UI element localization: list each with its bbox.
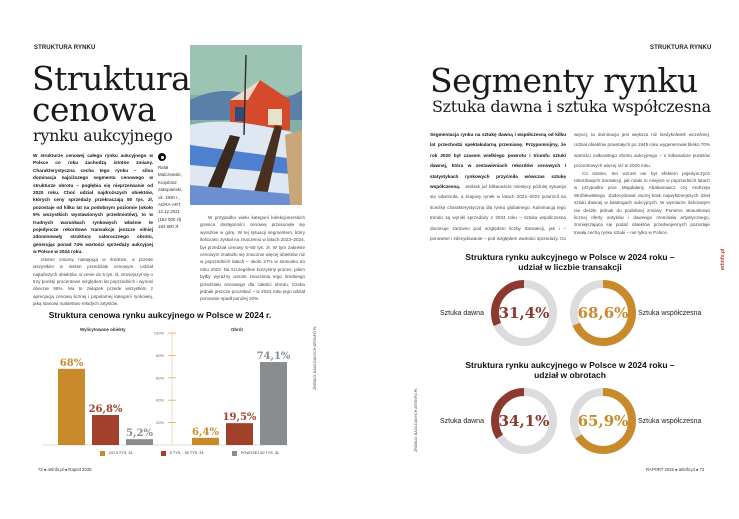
image-caption: Rafał Malczewski, Krajobraz zakopiański, ok.… <box>158 153 188 231</box>
camera-icon <box>158 153 166 161</box>
section-label-right: STRUKTURA RYNKU <box>650 45 712 51</box>
donut-chart-1-title: Struktura rynku aukcyjnego w Polsce w 20… <box>465 252 675 272</box>
donut-value: 34,1% <box>499 412 550 430</box>
bar-value-label: 6,4% <box>192 427 219 438</box>
lead-paragraph: W strukturze cenowej całego rynku aukcyj… <box>33 153 153 255</box>
source-note-right: ŹRÓDŁO: BAZA DANYCH ARTINFO.PL <box>414 387 418 452</box>
legend-swatch <box>231 450 237 456</box>
section-label: STRUKTURA RYNKU <box>34 45 96 51</box>
right-first-paragraph: Segmentacja rynku na sztukę dawną i wspó… <box>430 128 710 242</box>
donut-value: 65,9% <box>578 412 629 430</box>
right-page-title: Segmenty rynku <box>430 61 698 100</box>
donut-chart: 31,4% Sztuka dawna <box>440 280 557 346</box>
page-subtitle: rynku aukcyjnego <box>33 126 173 145</box>
donut-label: Sztuka współczesna <box>638 310 702 317</box>
bar <box>192 437 219 445</box>
donut-arc <box>491 388 557 454</box>
body-paragraph-2: W przypadku wielu kategorii kolekcjoners… <box>200 215 305 302</box>
bar-chart-title: Struktura cenowa rynku aukcyjnego w Pols… <box>48 310 272 320</box>
donut-chart: 34,1% Sztuka dawna <box>440 388 557 454</box>
page-title-line1: Struktura <box>32 59 191 98</box>
donut-value: 31,4% <box>499 304 550 322</box>
bar <box>226 423 253 445</box>
bar-value-label: 26,8% <box>89 404 123 415</box>
painting-image <box>190 45 302 205</box>
y-tick-label: 100% <box>154 331 165 336</box>
bar-value-label: 5,2% <box>126 428 153 439</box>
y-tick-label: 60% <box>156 375 164 380</box>
caption-line: (154 000 zł) <box>158 216 182 222</box>
page-title-line2: cenowa <box>32 90 157 129</box>
bar <box>260 362 287 445</box>
group-label-objects: Wylicytowane obiekty <box>80 327 126 332</box>
caption-line: AGRA-ART, <box>158 202 182 208</box>
legend-label: 5 TYS. - 50 TYS. ZŁ <box>169 451 204 455</box>
legend-label: POWYŻEJ 50 TYS. ZŁ <box>240 451 280 455</box>
caption-line: Krajobraz <box>158 179 177 185</box>
bar <box>92 414 119 445</box>
bar-value-label: 74,1% <box>257 351 290 362</box>
body-paragraph-right: Jednak już kilkanaście miesięcy później … <box>430 132 710 242</box>
donut-arc <box>570 280 636 346</box>
caption-line: 184 800 zł <box>158 224 179 230</box>
caption-line: ok. 1930 r., <box>158 194 180 200</box>
bar <box>126 439 153 445</box>
legend-item: POWYŻEJ 50 TYS. ZŁ <box>231 450 280 456</box>
donut-label: Sztuka współczesna <box>638 418 702 425</box>
donut-charts: 31,4% Sztuka dawna 68,6% Sztuka współczesna… <box>440 280 702 454</box>
donut-chart: 68,6% Sztuka współczesna <box>570 280 702 346</box>
bar-value-label: 68% <box>60 358 84 369</box>
caption-line: zakopiański, <box>158 187 183 193</box>
bar-chart-legend: DO 5 TYS. ZŁ 5 TYS. - 50 TYS. ZŁ POWYŻEJ 5… <box>100 450 279 456</box>
donut-label: Sztuka dawna <box>440 418 484 425</box>
caption-line: Malczewski, <box>158 172 182 178</box>
y-tick-label: 20% <box>156 420 164 425</box>
donut-chart-2-title: Struktura rynku aukcyjnego w Polsce w 20… <box>465 360 675 380</box>
donut-arc <box>570 388 636 454</box>
legend-item: 5 TYS. - 50 TYS. ZŁ <box>160 450 204 456</box>
caption-line: Rafał <box>158 165 169 170</box>
page-footer-right: RAPORT 2025 ● artinfo.pl ● 73 <box>646 467 705 472</box>
artinfo-logo: artinfo.pl <box>720 248 726 270</box>
legend-label: DO 5 TYS. ZŁ <box>109 451 133 455</box>
source-note: ŹRÓDŁO: BAZA DANYCH ARTINFO.PL <box>313 325 317 390</box>
y-tick-label: 40% <box>156 398 164 403</box>
body-paragraph: Istotne zmiany następują w średnim, a pr… <box>33 256 153 307</box>
caption-line: 12.12.2021 <box>158 209 180 215</box>
right-text-columns: Segmentacja rynku na sztukę dawną i wspó… <box>430 128 710 242</box>
page-footer-left: 72 ● artinfo.pl ● Raport 2025 <box>38 467 92 472</box>
donut-value: 68,6% <box>578 304 629 322</box>
right-page-subtitle: Sztuka dawna i sztuka współczesna <box>432 97 711 116</box>
legend-item: DO 5 TYS. ZŁ <box>100 450 133 456</box>
left-text-column: W strukturze cenowej całego rynku aukcyj… <box>33 152 153 308</box>
legend-swatch <box>100 450 105 456</box>
group-label-turnover: Obrót <box>231 327 243 332</box>
donut-chart: 65,9% Sztuka współczesna <box>570 388 702 454</box>
y-tick-label: 80% <box>156 353 164 358</box>
donut-label: Sztuka dawna <box>440 310 484 317</box>
donut-arc <box>491 280 557 346</box>
bar <box>58 368 85 445</box>
bar-value-label: 19,5% <box>223 412 257 423</box>
legend-swatch <box>160 450 166 456</box>
bar-chart: 100% 80% 60% 40% 20% 68% 6,4% 26,8% 19,5% 5,2% 74,… <box>42 331 290 446</box>
body-paragraph-right-2: Co istotne, ten wzrost nie był efektem p… <box>574 170 710 235</box>
lead-paragraph-right: Segmentacja rynku na sztukę dawną i wspó… <box>430 132 566 190</box>
